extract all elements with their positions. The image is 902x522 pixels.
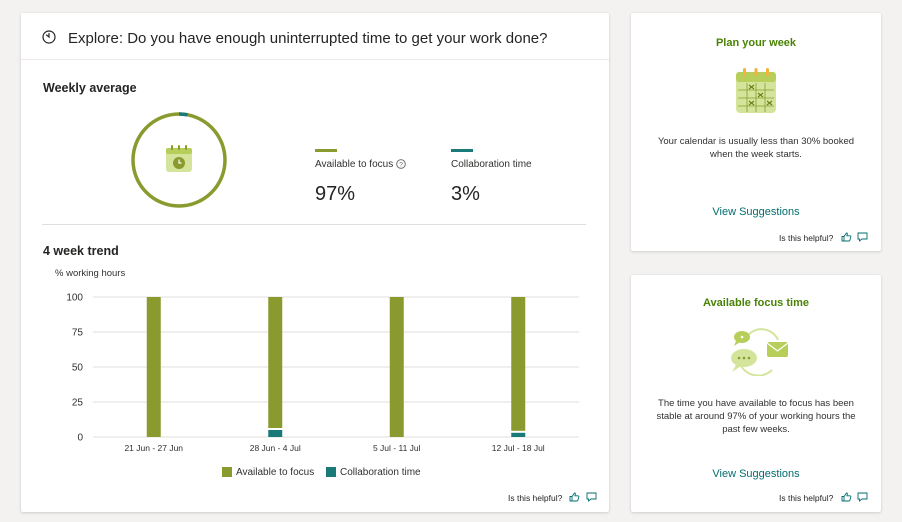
bar-focus	[146, 297, 161, 437]
chat-mail-icon	[731, 328, 789, 376]
x-tick-label: 21 Jun - 27 Jun	[124, 443, 183, 453]
x-tick-label: 28 Jun - 4 Jul	[250, 443, 301, 453]
bar-focus	[389, 297, 404, 437]
legend-focus-swatch	[222, 467, 232, 477]
focus-metric-label: Available to focus	[315, 159, 394, 170]
section-divider	[42, 224, 586, 225]
focus-metric-value: 97%	[315, 183, 356, 205]
bar-collaboration	[268, 430, 283, 437]
plan-thumbs-up-icon[interactable]	[841, 232, 852, 242]
focus-thumbs-up-icon[interactable]	[841, 492, 852, 502]
feedback-icon[interactable]	[586, 492, 597, 502]
focus-legend-line	[315, 149, 337, 152]
plan-helpful-label: Is this helpful?	[779, 233, 834, 243]
y-tick-label: 25	[72, 398, 84, 409]
weekly-donut-chart	[131, 112, 227, 208]
bar-focus	[268, 297, 283, 428]
focus-feedback-icon[interactable]	[857, 492, 868, 502]
card-title: Explore: Do you have enough uninterrupte…	[68, 30, 548, 47]
explore-card: Explore: Do you have enough uninterrupte…	[21, 13, 609, 512]
helpful-label: Is this helpful?	[508, 493, 563, 503]
y-tick-label: 0	[77, 433, 83, 444]
y-tick-label: 50	[72, 363, 84, 374]
plan-description: Your calendar is usually less than 30% b…	[657, 136, 855, 160]
calendar-clock-icon	[166, 145, 192, 172]
svg-text:?: ?	[399, 161, 403, 168]
available-focus-time-card: Available focus time The time you have a…	[631, 275, 881, 512]
plan-feedback-icon[interactable]	[857, 232, 868, 242]
x-tick-label: 5 Jul - 11 Jul	[373, 443, 421, 453]
legend-collab-swatch	[326, 467, 336, 477]
thumbs-up-icon[interactable]	[569, 492, 580, 502]
info-icon[interactable]: ?	[396, 159, 406, 169]
legend-collab-label: Collaboration time	[340, 467, 421, 478]
trend-bar-chart: 100 75 50 25 0 21 Jun - 27 Jun 28 Jun - 4 Jul 5…	[66, 293, 579, 453]
x-tick-label: 12 Jul - 18 Jul	[492, 443, 545, 453]
collab-metric-label: Collaboration time	[451, 159, 532, 170]
y-tick-label: 75	[72, 328, 84, 339]
plan-your-week-card: Plan your week Your calendar is usually …	[631, 13, 881, 251]
bar-focus	[511, 297, 526, 431]
calendar-icon	[736, 68, 776, 113]
plan-title: Plan your week	[715, 37, 797, 49]
donut-collab-arc	[178, 112, 188, 117]
trend-title: 4 week trend	[43, 244, 119, 258]
focus-title: Available focus time	[703, 297, 809, 309]
clock-icon	[42, 30, 56, 44]
y-tick-label: 100	[66, 293, 83, 304]
weekly-average-title: Weekly average	[43, 81, 137, 95]
collab-metric-value: 3%	[451, 183, 480, 205]
focus-description: The time you have available to focus has…	[656, 398, 856, 435]
y-axis-label: % working hours	[55, 268, 126, 279]
focus-helpful-label: Is this helpful?	[779, 493, 834, 503]
collab-legend-line	[451, 149, 473, 152]
card-header: Explore: Do you have enough uninterrupte…	[21, 13, 609, 60]
plan-view-suggestions-link[interactable]: View Suggestions	[712, 206, 800, 218]
focus-view-suggestions-link[interactable]: View Suggestions	[712, 468, 800, 480]
bar-collaboration	[511, 432, 526, 437]
legend-focus-label: Available to focus	[236, 467, 315, 478]
